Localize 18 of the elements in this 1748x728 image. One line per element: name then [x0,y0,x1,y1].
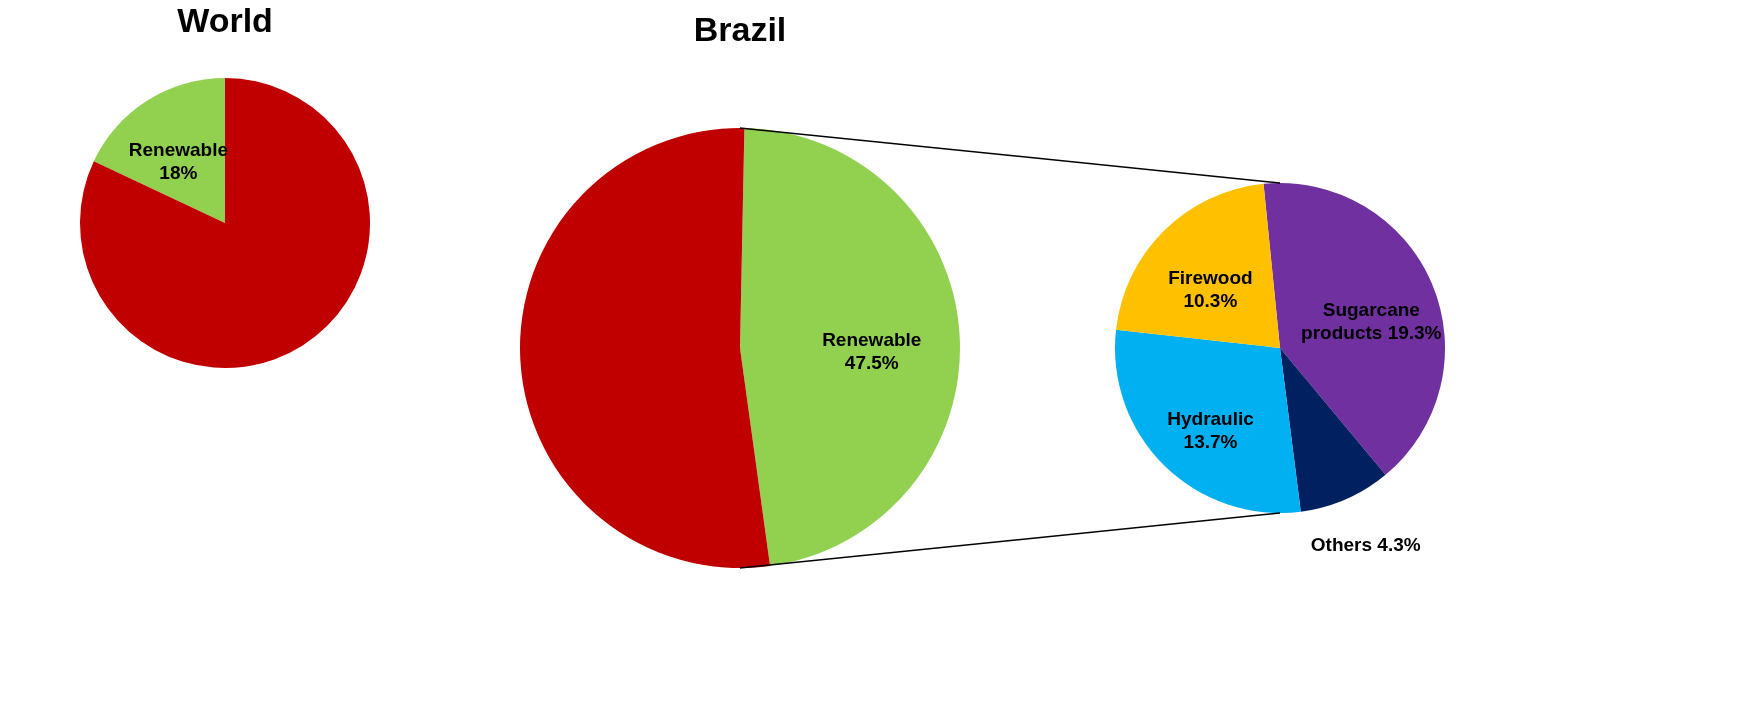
chart-title: Brazil [693,10,787,48]
pie-slice [740,128,960,566]
slice-label: Sugarcane products 19.3% [1301,298,1442,343]
slice-label: Others 4.3% [1310,534,1421,556]
pie-slice [80,78,370,368]
data-label: 10.3% [1183,289,1238,311]
pie-slice [1116,183,1280,348]
slice-label: Firewood [1168,266,1253,288]
slice-label: Hydraulic [1167,407,1255,429]
pie-slice [520,128,771,568]
pie-slice [1115,329,1301,513]
pie-slice [1280,348,1386,512]
pie-slice [1263,183,1445,475]
data-label: 47.5% [844,352,899,374]
slice-label: Renewable [822,329,922,351]
chart-title: World [177,1,273,40]
data-label: 18% [159,161,198,183]
data-label: 13.7% [1183,430,1238,452]
